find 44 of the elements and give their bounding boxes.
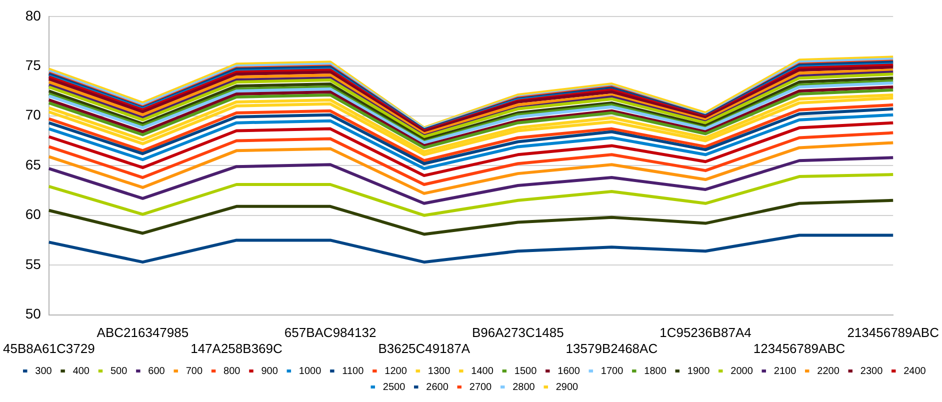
legend-label: 900 <box>261 366 278 377</box>
legend-label: 500 <box>110 366 128 377</box>
legend-label: 1400 <box>471 366 494 377</box>
legend-label: 2100 <box>774 366 797 377</box>
x-tick-label: ABC216347985 <box>96 325 189 340</box>
legend-label: 1700 <box>600 366 624 377</box>
x-tick-label: B3625C49187A <box>378 340 470 356</box>
legend-label: 700 <box>186 366 203 377</box>
x-tick-label: 213456789ABC <box>847 325 940 340</box>
legend-label: 1200 <box>384 366 408 377</box>
y-tick-label: 60 <box>25 206 42 222</box>
legend-label: 2400 <box>904 366 926 377</box>
legend-label: 2300 <box>860 366 884 377</box>
legend-label: 1600 <box>558 366 580 377</box>
x-tick-label: 45B8A61C3729 <box>2 340 95 356</box>
legend-label: 2000 <box>730 366 754 377</box>
legend-label: 600 <box>148 366 166 377</box>
legend-label: 2200 <box>817 366 840 377</box>
x-tick-label: 147A258B369C <box>190 340 282 356</box>
y-tick-label: 80 <box>25 7 42 24</box>
legend-label: 400 <box>72 366 90 377</box>
legend-label: 1900 <box>687 366 710 377</box>
y-tick-label: 65 <box>25 156 42 172</box>
y-tick-label: 75 <box>25 56 42 73</box>
x-tick-label: 13579B2468AC <box>566 340 658 356</box>
y-tick-label: 55 <box>25 256 42 272</box>
x-tick-label: 123456789ABC <box>753 340 846 356</box>
legend-label: 1500 <box>514 366 538 377</box>
legend-label: 2800 <box>512 382 536 393</box>
x-tick-label: 657BAC984132 <box>284 325 376 340</box>
legend-label: 1000 <box>298 366 322 377</box>
legend-label: 1300 <box>428 366 451 377</box>
legend-label: 2900 <box>556 382 579 393</box>
legend-label: 2500 <box>382 382 406 393</box>
legend-label: 1800 <box>644 366 667 377</box>
legend-label: 300 <box>35 366 52 377</box>
legend-label: 2700 <box>469 382 492 393</box>
legend-label: 800 <box>224 366 241 377</box>
y-tick-label: 70 <box>25 106 42 123</box>
legend-label: 2600 <box>426 382 449 393</box>
y-tick-label: 50 <box>25 306 42 322</box>
x-tick-label: B96A273C1485 <box>472 325 564 340</box>
x-tick-label: 1C95236B87A4 <box>660 325 752 340</box>
legend-label: 1100 <box>342 366 364 377</box>
